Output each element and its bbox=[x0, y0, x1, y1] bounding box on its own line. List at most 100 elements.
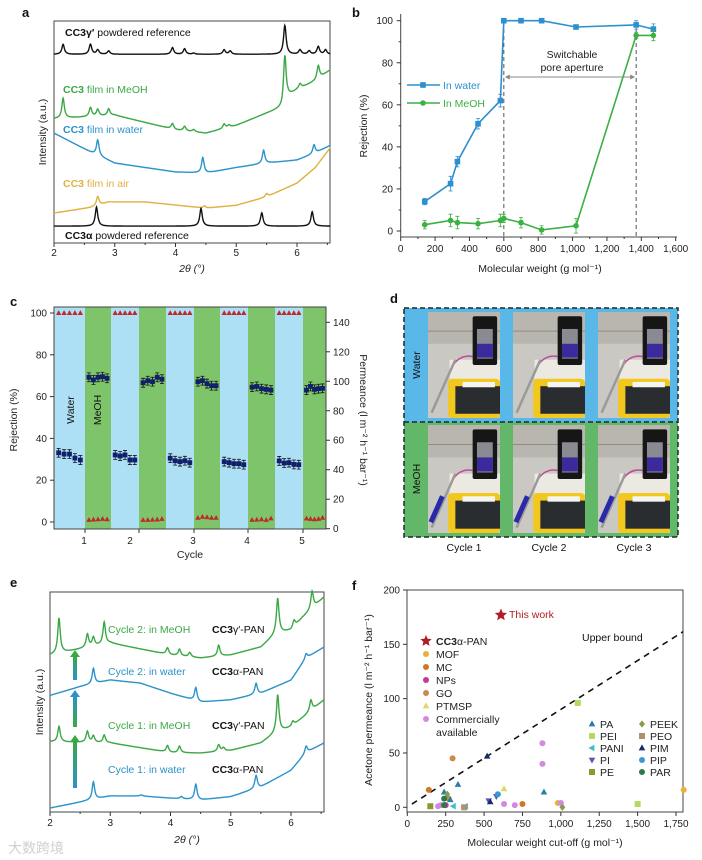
permeance-point bbox=[320, 385, 325, 391]
legend-marker bbox=[423, 716, 429, 722]
legend-label: CC3α-PAN bbox=[436, 636, 487, 648]
legend-marker bbox=[423, 690, 429, 696]
rejection-point bbox=[236, 310, 242, 315]
permeance-point bbox=[127, 457, 133, 463]
y-tick-label: 20 bbox=[382, 184, 394, 195]
phase-label-bold: CC3 bbox=[212, 764, 233, 776]
rejection-point bbox=[112, 310, 118, 315]
permeance-point bbox=[209, 383, 214, 389]
panel-label: b bbox=[352, 5, 360, 20]
row-label-water: Water bbox=[411, 351, 423, 379]
permeance-point bbox=[172, 458, 178, 464]
trace-label: CC3α powdered reference bbox=[65, 230, 189, 242]
data-point bbox=[454, 158, 461, 165]
permeance-point bbox=[221, 459, 227, 465]
y-tick-label: 150 bbox=[383, 640, 400, 651]
xrd-trace bbox=[54, 205, 331, 227]
permeance-point bbox=[100, 374, 105, 380]
arrow-head-right-icon bbox=[630, 74, 636, 80]
trace-label-bold: CC3 bbox=[63, 178, 84, 190]
x-tick-label: 1,500 bbox=[625, 819, 650, 830]
permeance-point bbox=[249, 384, 255, 390]
permeance-point bbox=[112, 452, 118, 458]
arrow-head-up-icon bbox=[70, 690, 80, 697]
rejection-point bbox=[291, 310, 297, 315]
legend-label: In MeOH bbox=[443, 98, 485, 110]
trace-label-text: film in MeOH bbox=[84, 84, 148, 96]
literature-point bbox=[446, 796, 454, 803]
legend-marker bbox=[423, 664, 429, 670]
rejection-point bbox=[204, 514, 210, 520]
legend-label: PTMSP bbox=[436, 701, 472, 713]
collection-tube bbox=[430, 473, 457, 529]
data-point bbox=[501, 17, 507, 24]
rejection-point bbox=[77, 310, 83, 315]
transition-arrow bbox=[73, 656, 77, 680]
literature-point bbox=[483, 752, 491, 759]
y-right-tick-label: 140 bbox=[333, 318, 350, 329]
device-label bbox=[462, 381, 495, 388]
permeance-point bbox=[177, 459, 183, 465]
collection-tube bbox=[430, 359, 457, 414]
rejection-point bbox=[307, 516, 314, 521]
rejection-point bbox=[95, 516, 101, 522]
x-tick-label: 1,000 bbox=[560, 244, 585, 255]
phase-label: CC3α-PAN bbox=[212, 764, 263, 776]
rejection-point bbox=[319, 514, 326, 520]
plot-frame bbox=[53, 306, 327, 530]
collection-tube bbox=[600, 473, 627, 529]
upper-bound-line bbox=[411, 631, 684, 805]
x-tick-label: 500 bbox=[476, 819, 493, 830]
trace-label: Cycle 1: in MeOH bbox=[108, 720, 190, 732]
data-point bbox=[475, 220, 481, 227]
x-tick-label: 5 bbox=[228, 818, 234, 829]
literature-point bbox=[539, 740, 546, 747]
rejection-point bbox=[281, 310, 287, 315]
panel-d: d Water MeOH Cycle 1 Cycle 2 Cycle 3 bbox=[390, 291, 679, 554]
panel-label: f bbox=[352, 578, 357, 593]
y-right-tick-label: 40 bbox=[333, 465, 345, 476]
dye-solution bbox=[476, 343, 493, 358]
y-tick-label: 40 bbox=[382, 142, 394, 153]
legend-marker bbox=[420, 100, 426, 106]
permeance-point bbox=[316, 386, 321, 392]
legend-label-text: Commercially bbox=[436, 714, 500, 726]
permeate-dye bbox=[428, 495, 445, 524]
xrd-trace bbox=[54, 23, 331, 55]
data-point bbox=[573, 222, 579, 229]
data-point bbox=[447, 217, 454, 224]
permeance-point bbox=[140, 380, 146, 386]
rejection-point bbox=[286, 310, 292, 315]
rejection-point bbox=[208, 514, 215, 520]
water-band bbox=[111, 307, 139, 529]
permeance-point bbox=[154, 374, 160, 380]
rejection-point bbox=[66, 310, 73, 315]
literature-point bbox=[441, 802, 448, 809]
experiment-photo bbox=[428, 312, 500, 418]
device-panel bbox=[625, 500, 670, 529]
permeance-point bbox=[150, 379, 155, 385]
panel-label: e bbox=[10, 575, 17, 590]
permeance-point bbox=[296, 462, 302, 468]
x-axis-label: Cycle bbox=[177, 549, 203, 561]
literature-point bbox=[441, 795, 448, 802]
rejection-point bbox=[311, 516, 318, 522]
data-point bbox=[518, 17, 524, 24]
y-right-tick-label: 20 bbox=[333, 495, 345, 506]
panel-a: a 2 3 4 5 6 CC3γ′ powdered reference CC3 film i… bbox=[22, 5, 331, 275]
literature-point bbox=[486, 798, 494, 805]
permeance-point bbox=[241, 462, 247, 468]
legend-marker bbox=[588, 720, 596, 727]
legend-marker bbox=[588, 757, 596, 764]
band-label-water: Water bbox=[65, 396, 77, 424]
x-tick-label: 6 bbox=[288, 818, 294, 829]
y-axis-label: Rejection (%) bbox=[358, 94, 370, 157]
permeance-point bbox=[291, 462, 297, 467]
arrow-head-up-icon bbox=[70, 735, 80, 742]
rejection-point bbox=[268, 515, 274, 521]
meoh-band bbox=[139, 307, 166, 529]
legend-marker bbox=[639, 720, 645, 728]
x-tick-label: 1,200 bbox=[594, 244, 619, 255]
y-left-axis-label: Rejection (%) bbox=[8, 388, 20, 451]
column-label: Cycle 1 bbox=[446, 542, 481, 554]
